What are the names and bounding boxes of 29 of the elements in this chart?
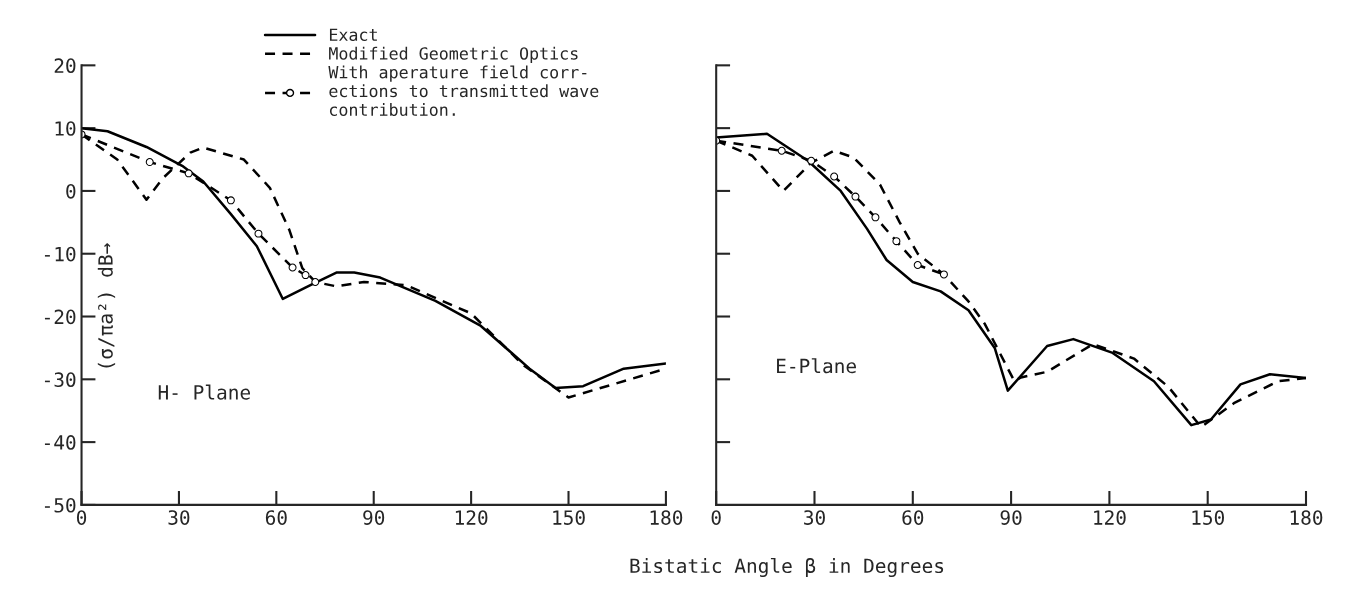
- y-tick-label: -40: [44, 435, 76, 450]
- x-tick-label: 150: [1192, 510, 1224, 525]
- y-tick-label: 0: [66, 183, 76, 199]
- x-tick-label: 0: [76, 510, 87, 525]
- legend-label: Modified Geometric Optics: [329, 46, 578, 63]
- x-tick-label: 90: [1000, 510, 1022, 525]
- x-tick-label: 0: [711, 510, 721, 525]
- x-tick-label: 30: [168, 510, 190, 525]
- annotation: E-Plane: [777, 358, 856, 374]
- legend-label: Exact: [329, 28, 377, 42]
- x-tick-label: 60: [902, 510, 924, 525]
- y-tick-label: -30: [44, 372, 76, 388]
- annotation: H- Plane: [158, 384, 251, 400]
- legend-label: With aperature field corr- ections to transmitted wave contribution.: [328, 65, 599, 117]
- y-tick-label: -10: [44, 246, 76, 262]
- x-tick-label: 180: [650, 510, 683, 525]
- x-tick-label: 90: [363, 510, 385, 525]
- x-tick-label: 30: [804, 510, 825, 525]
- x-tick-label: 120: [1094, 510, 1126, 525]
- x-tick-label: 120: [455, 510, 488, 525]
- x-tick-label: 150: [553, 510, 585, 525]
- y-tick-label: 20: [54, 58, 76, 74]
- x-tick-label: 60: [265, 510, 287, 525]
- y-tick-label: -50: [44, 497, 76, 513]
- y-tick-label: 10: [55, 121, 76, 136]
- x-axis-title: Bistatic Angle β in Degrees: [630, 557, 944, 578]
- y-tick-label: -20: [44, 309, 76, 325]
- y-axis-title: (σ/πa²) dB→: [97, 243, 116, 368]
- x-tick-label: 180: [1290, 510, 1323, 525]
